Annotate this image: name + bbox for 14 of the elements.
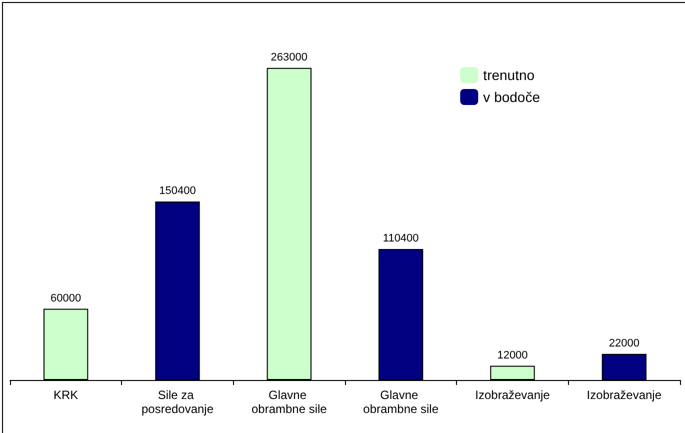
x-tick-label: Izobraževanje (475, 388, 550, 402)
x-tick-label: Glavne obrambne sile (363, 388, 439, 416)
data-label: 110400 (382, 232, 419, 244)
x-tick-label: Sile za posredovanje (141, 388, 214, 416)
data-label: 22000 (608, 337, 640, 350)
legend-label: trenutno (483, 67, 535, 83)
x-tick-label: KRK (53, 388, 78, 402)
legend-label: v bodoče (483, 89, 540, 105)
data-label: 150400 (159, 185, 196, 198)
data-label: 263000 (270, 51, 308, 64)
data-label: 12000 (497, 349, 528, 362)
x-tick-label: Glavne obrambne sile (251, 388, 328, 416)
x-tick-label: Izobraževanje (586, 388, 662, 402)
data-label: 60000 (50, 292, 82, 304)
